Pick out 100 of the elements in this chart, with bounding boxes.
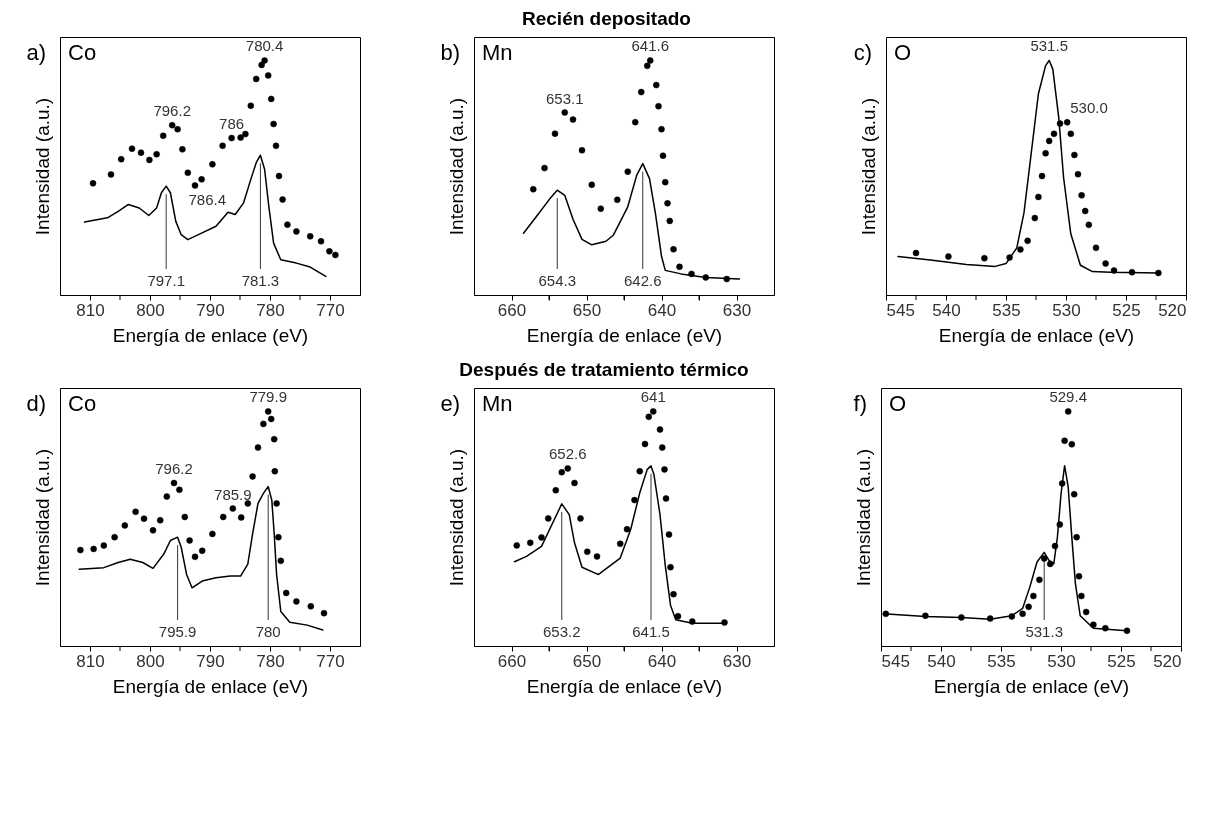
point bbox=[541, 164, 548, 172]
point bbox=[252, 75, 260, 83]
annotation: Mn bbox=[482, 391, 513, 416]
point bbox=[132, 508, 139, 516]
point bbox=[307, 603, 315, 610]
point bbox=[184, 169, 192, 177]
annotation: 795.9 bbox=[158, 623, 197, 640]
point bbox=[149, 527, 157, 534]
point bbox=[721, 619, 728, 626]
x-tick-label: 545 bbox=[886, 300, 915, 320]
chart-title: b) bbox=[440, 40, 460, 65]
chart-title: e) bbox=[440, 391, 460, 416]
annotation: 654.3 bbox=[538, 272, 577, 289]
x-axis-title: Energía de enlace (eV) bbox=[112, 675, 309, 697]
annotation: 797.1 bbox=[147, 272, 185, 289]
x-tick-label: 640 bbox=[647, 651, 677, 671]
point bbox=[186, 537, 193, 544]
annotation: Co bbox=[68, 40, 97, 65]
point bbox=[653, 81, 660, 89]
point bbox=[702, 274, 709, 281]
point bbox=[659, 152, 667, 159]
point bbox=[552, 487, 559, 494]
point bbox=[577, 515, 584, 522]
x-axis-title: Energía de enlace (eV) bbox=[933, 675, 1130, 697]
point bbox=[666, 217, 673, 225]
point bbox=[137, 149, 145, 156]
chart-title: c) bbox=[853, 40, 872, 65]
x-tick-label: 660 bbox=[497, 300, 527, 320]
point bbox=[636, 468, 643, 475]
point bbox=[249, 473, 256, 480]
annotation: 531.5 bbox=[1030, 37, 1068, 55]
point bbox=[551, 130, 559, 137]
point bbox=[320, 609, 328, 617]
point bbox=[198, 176, 205, 183]
annotation: 781.3 bbox=[241, 272, 280, 289]
point bbox=[644, 62, 651, 70]
point bbox=[561, 109, 568, 116]
point bbox=[174, 125, 181, 133]
point bbox=[593, 553, 601, 560]
point bbox=[538, 534, 545, 541]
point bbox=[670, 590, 677, 598]
x-axis-title: Energía de enlace (eV) bbox=[938, 324, 1135, 346]
x-tick-label: 650 bbox=[572, 651, 602, 671]
point bbox=[588, 181, 595, 189]
point bbox=[247, 102, 255, 109]
point bbox=[558, 468, 565, 476]
point bbox=[688, 270, 695, 278]
point bbox=[656, 426, 664, 433]
point bbox=[723, 275, 730, 283]
point bbox=[564, 465, 571, 472]
point bbox=[284, 221, 291, 228]
x-tick-label: 545 bbox=[881, 651, 910, 671]
point bbox=[179, 146, 186, 153]
point bbox=[641, 440, 649, 448]
point bbox=[267, 415, 275, 423]
point bbox=[100, 542, 108, 549]
x-tick-label: 770 bbox=[316, 651, 345, 671]
point bbox=[659, 444, 666, 451]
point bbox=[530, 185, 537, 193]
chart-title: f) bbox=[853, 391, 867, 416]
point bbox=[655, 102, 662, 110]
point bbox=[674, 612, 682, 620]
x-tick-label: 790 bbox=[196, 300, 225, 320]
x-tick-label: 660 bbox=[497, 651, 527, 671]
point bbox=[191, 182, 199, 189]
x-tick-label: 540 bbox=[932, 300, 961, 320]
point bbox=[159, 132, 167, 139]
point bbox=[264, 72, 272, 79]
text: Después de tratamiento térmico bbox=[459, 358, 749, 380]
x-tick-label: 540 bbox=[927, 651, 956, 671]
point bbox=[689, 618, 696, 625]
x-tick-label: 810 bbox=[76, 651, 105, 671]
annotation: 786.4 bbox=[188, 191, 226, 209]
point bbox=[272, 142, 280, 150]
annotation: Mn bbox=[482, 40, 513, 65]
point bbox=[597, 205, 604, 212]
point bbox=[513, 542, 520, 549]
point bbox=[527, 539, 534, 547]
x-tick-label: 810 bbox=[76, 300, 105, 320]
annotation: 642.6 bbox=[623, 272, 662, 289]
point bbox=[650, 408, 657, 415]
x-tick-label: 525 bbox=[1112, 300, 1141, 320]
x-tick-label: 530 bbox=[1052, 300, 1081, 320]
point bbox=[665, 531, 673, 538]
annotation: 653.1 bbox=[545, 89, 584, 107]
point bbox=[228, 134, 235, 142]
point bbox=[638, 88, 645, 96]
annotation: 641.5 bbox=[632, 623, 670, 640]
point bbox=[219, 513, 227, 521]
point bbox=[271, 468, 279, 475]
point bbox=[90, 545, 97, 553]
x-tick-label: 800 bbox=[136, 651, 165, 671]
annotation: 780.4 bbox=[245, 37, 284, 55]
point bbox=[146, 156, 153, 164]
point bbox=[261, 57, 268, 64]
point bbox=[282, 589, 290, 597]
point bbox=[270, 120, 277, 128]
point bbox=[617, 540, 624, 547]
annotation: 786 bbox=[219, 115, 245, 133]
x-tick-label: 640 bbox=[647, 300, 677, 320]
